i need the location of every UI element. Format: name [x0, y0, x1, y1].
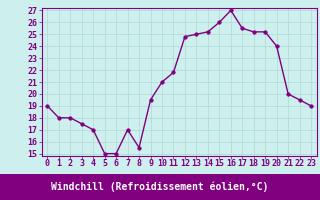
Text: Windchill (Refroidissement éolien,°C): Windchill (Refroidissement éolien,°C) — [51, 182, 269, 192]
